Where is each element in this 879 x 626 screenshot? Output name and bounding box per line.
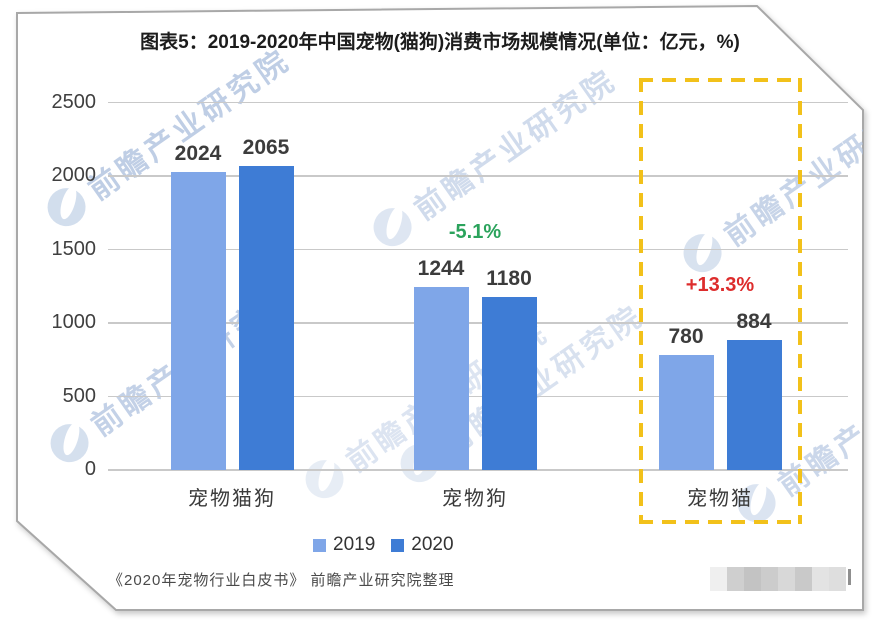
y-tick-label-2000: 2000: [51, 164, 97, 186]
source-note: 《2020年宠物行业白皮书》 前瞻产业研究院整理: [108, 572, 455, 589]
watermark-text: 前瞻产业研究院: [408, 63, 623, 227]
gridline-2000: [108, 175, 848, 177]
bar-2020-宠物猫狗: [238, 166, 294, 470]
y-tick-label-0: 0: [84, 458, 96, 480]
legend-item-2020: 2020: [391, 534, 454, 556]
bar-2019-宠物猫: [658, 355, 714, 470]
watermark-text: 前瞻产业研究院: [718, 89, 879, 253]
bar-value-2019-宠物猫: 780: [668, 325, 704, 349]
bar-2020-宠物猫: [726, 340, 782, 470]
legend-swatch-2019: [313, 538, 326, 552]
x-axis-label-宠物猫: 宠物猫: [687, 488, 753, 510]
bar-2019-宠物狗: [413, 287, 469, 470]
bar-value-2019-宠物狗: 1244: [417, 257, 465, 281]
mosaic-cell-5: [795, 567, 812, 591]
mosaic-cell-0: [710, 567, 727, 591]
redacted-region: [710, 567, 846, 591]
watermark-text: 前瞻产业研究院: [772, 339, 879, 503]
bar-2020-宠物狗: [481, 296, 537, 470]
y-tick-label-1000: 1000: [51, 311, 97, 333]
gridline-1000: [108, 322, 848, 324]
chart-legend: 2019 2020: [313, 534, 454, 556]
highlight-box-bottom: [638, 520, 802, 524]
highlight-box-right: [797, 78, 802, 524]
watermark-logo-icon: [676, 226, 730, 280]
highlight-box-left: [638, 78, 643, 524]
bar-value-2019-宠物猫狗: 2024: [174, 142, 222, 166]
growth-annotation-宠物猫: +13.3%: [685, 274, 755, 297]
legend-swatch-2020: [391, 538, 405, 552]
mosaic-cell-3: [761, 567, 778, 591]
legend-item-2019: 2019: [313, 534, 375, 556]
mosaic-cell-1: [727, 567, 744, 591]
gridline-2500: [108, 101, 848, 104]
mosaic-cell-7: [829, 567, 846, 591]
gridline-0: [108, 469, 848, 471]
bar-2019-宠物猫狗: [170, 172, 226, 470]
y-tick-label-1500: 1500: [51, 237, 97, 260]
legend-label-2020: 2020: [411, 534, 454, 555]
bar-value-2020-宠物猫: 884: [736, 310, 772, 334]
highlight-box-top: [638, 78, 802, 82]
gridline-1500: [108, 248, 848, 251]
mosaic-cell-6: [812, 567, 829, 591]
y-tick-label-2500: 2500: [51, 90, 97, 113]
bar-value-2020-宠物猫狗: 2065: [242, 136, 290, 160]
y-tick-label-500: 500: [62, 384, 96, 407]
watermark-inner-2: 前瞻产业研究院: [674, 74, 879, 282]
chart-title: 图表5：2019-2020年中国宠物(猫狗)消费市场规模情况(单位：亿元，%): [140, 32, 740, 53]
mosaic-cell-2: [744, 567, 761, 591]
mosaic-cell-4: [778, 567, 795, 591]
legend-label-2019: 2019: [333, 534, 376, 555]
x-axis-label-宠物狗: 宠物狗: [442, 488, 508, 510]
x-axis-label-宠物猫狗: 宠物猫狗: [188, 488, 276, 510]
gridline-500: [108, 395, 848, 398]
redacted-mark: [848, 569, 851, 585]
watermark-logo-icon: [40, 180, 94, 234]
bar-value-2020-宠物狗: 1180: [486, 266, 532, 290]
growth-annotation-宠物狗: -5.1%: [448, 221, 502, 244]
